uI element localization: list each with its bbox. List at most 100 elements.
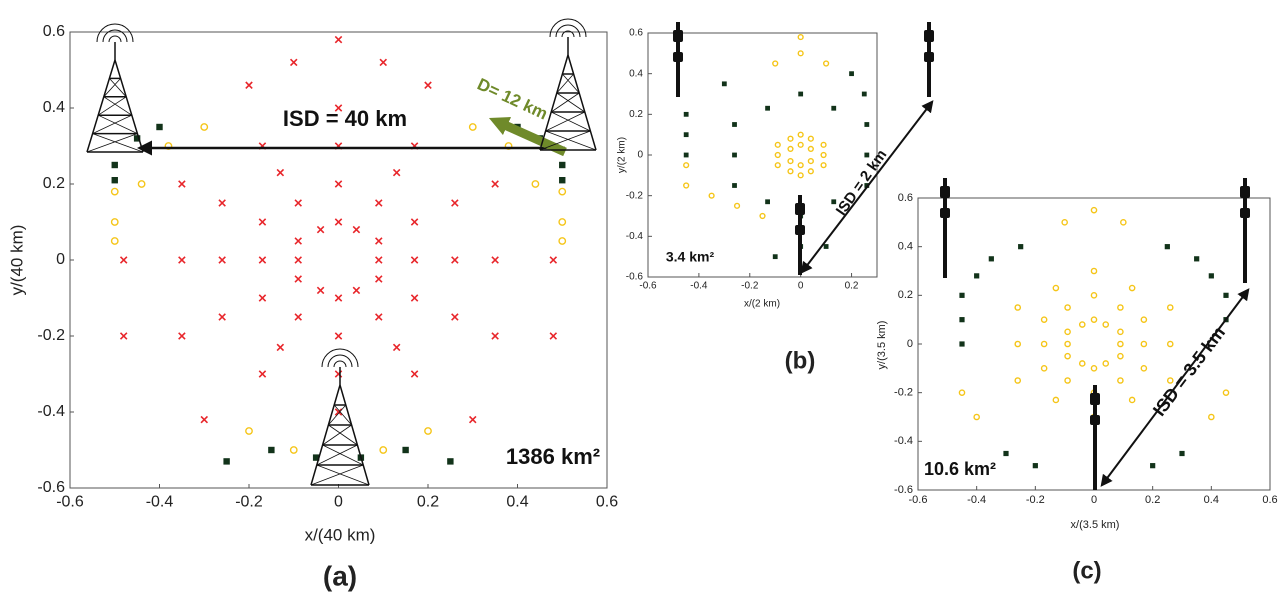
point: [684, 112, 689, 117]
point: [219, 200, 225, 206]
y-tick-label: -0.4: [37, 403, 65, 420]
y-tick-label: -0.4: [626, 231, 644, 242]
point: [798, 92, 803, 97]
x-tick-label: 0.2: [1145, 494, 1160, 506]
point: [470, 416, 476, 422]
point: [1080, 361, 1085, 366]
point: [775, 153, 780, 158]
y-axis-label: y/(2 km): [617, 137, 628, 173]
annotation: D= 12 km: [474, 75, 550, 124]
annotation: 10.6 km²: [924, 459, 996, 479]
point: [353, 287, 359, 293]
annotation: ISD = 40 km: [283, 106, 407, 131]
point: [1194, 256, 1199, 261]
point: [732, 183, 737, 188]
point: [411, 219, 417, 225]
point: [1015, 378, 1020, 383]
point: [112, 238, 118, 244]
point: [201, 124, 207, 130]
point: [732, 122, 737, 127]
x-tick-label: -0.4: [146, 494, 174, 511]
point: [223, 458, 229, 464]
point: [798, 132, 803, 137]
point: [411, 257, 417, 263]
tower-body: [540, 55, 596, 150]
point: [821, 163, 826, 168]
point: [317, 287, 323, 293]
point: [808, 147, 813, 152]
point: [376, 257, 382, 263]
point: [1130, 285, 1135, 290]
point: [376, 314, 382, 320]
signal-arc: [550, 19, 568, 37]
x-tick-label: 0.4: [1204, 494, 1219, 506]
point: [492, 333, 498, 339]
point: [259, 371, 265, 377]
tower: [1090, 385, 1100, 490]
point: [402, 447, 408, 453]
point: [798, 163, 803, 168]
y-tick-label: -0.2: [894, 387, 913, 399]
point: [112, 219, 118, 225]
point: [849, 71, 854, 76]
x-tick-label: 0.2: [845, 281, 859, 292]
point: [1015, 305, 1020, 310]
point: [1080, 322, 1085, 327]
point: [259, 295, 265, 301]
point: [824, 244, 829, 249]
point: [788, 147, 793, 152]
annotation: ISD = 2 km: [833, 147, 891, 219]
point: [447, 458, 453, 464]
point: [559, 238, 565, 244]
point: [862, 92, 867, 97]
y-tick-label: 0.6: [43, 23, 65, 40]
point: [760, 214, 765, 219]
point: [268, 447, 274, 453]
y-tick-label: -0.6: [37, 479, 65, 496]
x-tick-label: -0.2: [741, 281, 759, 292]
point: [808, 136, 813, 141]
point: [295, 314, 301, 320]
panel-label: (c): [1072, 557, 1101, 584]
point: [959, 341, 964, 346]
tower-brace: [311, 465, 369, 485]
point: [1042, 341, 1047, 346]
point: [335, 36, 341, 42]
point: [1118, 305, 1123, 310]
point: [788, 169, 793, 174]
y-tick-label: -0.6: [626, 272, 644, 283]
point: [380, 447, 386, 453]
point: [808, 169, 813, 174]
point: [138, 181, 144, 187]
point: [1062, 220, 1067, 225]
point: [376, 200, 382, 206]
point: [798, 35, 803, 40]
point: [1130, 397, 1135, 402]
point: [1091, 293, 1096, 298]
panel-label: (b): [785, 347, 816, 374]
tower-antenna: [795, 225, 805, 235]
point: [1168, 341, 1173, 346]
point: [1065, 378, 1070, 383]
point: [1003, 451, 1008, 456]
x-axis-label: x/(3.5 km): [1071, 519, 1120, 531]
tower: [311, 349, 369, 485]
point: [376, 276, 382, 282]
signal-arc: [97, 24, 115, 42]
point: [959, 390, 964, 395]
figure: -0.6-0.4-0.200.20.40.6-0.6-0.4-0.200.20.…: [0, 0, 1279, 594]
tower: [924, 22, 934, 97]
x-axis-label: x/(2 km): [744, 299, 780, 310]
points: [684, 35, 869, 259]
y-tick-label: -0.2: [626, 190, 644, 201]
panel-label: (a): [323, 560, 357, 591]
y-tick-label: 0.4: [629, 68, 643, 79]
isd-arrow: [1102, 290, 1248, 485]
point: [411, 371, 417, 377]
point: [259, 219, 265, 225]
point: [291, 447, 297, 453]
point: [684, 153, 689, 158]
point: [277, 169, 283, 175]
point: [808, 159, 813, 164]
y-axis-label: y/(40 km): [7, 225, 26, 296]
